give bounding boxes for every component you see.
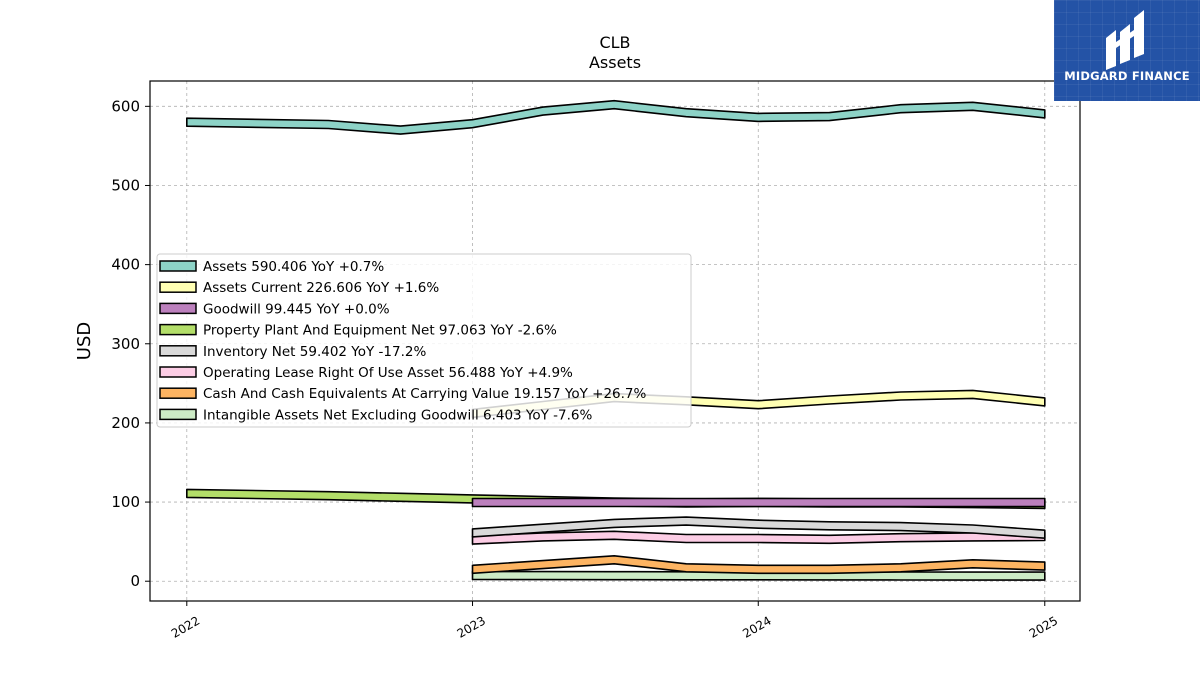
legend-entry: Assets Current 226.606 YoY +1.6% (203, 280, 439, 296)
series-band-2 (471, 497, 1046, 508)
logo-mark-icon (1106, 10, 1144, 70)
y-tick-label: 600 (111, 97, 140, 115)
y-axis-label: USD (74, 322, 95, 360)
legend-swatch (159, 260, 197, 272)
midgard-finance-logo: MIDGARD FINANCE (1054, 0, 1200, 101)
plot-frame (149, 80, 1081, 602)
y-axis: 0 100 200 300 400 500 600 (111, 97, 150, 590)
y-tick-label: 500 (111, 176, 140, 194)
legend-entry: Intangible Assets Net Excluding Goodwill… (203, 407, 593, 423)
legend-swatch (159, 408, 197, 421)
series-band-0 (186, 99, 1046, 135)
series-band-4 (471, 516, 1046, 540)
legend-box (156, 253, 692, 428)
chart-subtitle: Assets (589, 53, 641, 72)
chart-title: CLB (599, 33, 630, 52)
legend-entry: Operating Lease Right Of Use Asset 56.48… (203, 365, 573, 381)
series-band-6 (471, 554, 1046, 575)
x-tick-label: 2025 (1027, 613, 1060, 640)
x-tick-label: 2022 (169, 613, 202, 640)
legend-swatch (159, 366, 197, 378)
x-tick-label: 2023 (455, 613, 488, 640)
legend-swatch (159, 323, 197, 336)
legend-entry: Assets 590.406 YoY +0.7% (203, 259, 384, 275)
y-tick-label: 200 (111, 414, 140, 432)
logo-text: MIDGARD FINANCE (1064, 69, 1190, 83)
legend-swatch (159, 302, 197, 315)
legend-entry: Property Plant And Equipment Net 97.063 … (203, 323, 557, 339)
legend-entry: Inventory Net 59.402 YoY -17.2% (203, 344, 426, 360)
legend-swatch (159, 387, 197, 399)
x-tick-label: 2024 (740, 613, 773, 640)
legend-entry: Goodwill 99.445 YoY +0.0% (203, 301, 390, 317)
x-axis: 2022 2023 2024 2025 (169, 601, 1060, 641)
y-tick-label: 300 (111, 335, 140, 353)
y-tick-label: 0 (130, 572, 140, 590)
series-band-5 (471, 530, 1046, 545)
legend: Assets 590.406 YoY +0.7% Assets Current 2… (156, 253, 692, 428)
y-tick-label: 100 (111, 493, 140, 511)
legend-entry: Cash And Cash Equivalents At Carrying Va… (203, 386, 647, 402)
y-tick-label: 400 (111, 256, 140, 274)
legend-swatch (159, 345, 197, 357)
legend-swatch (159, 281, 197, 293)
